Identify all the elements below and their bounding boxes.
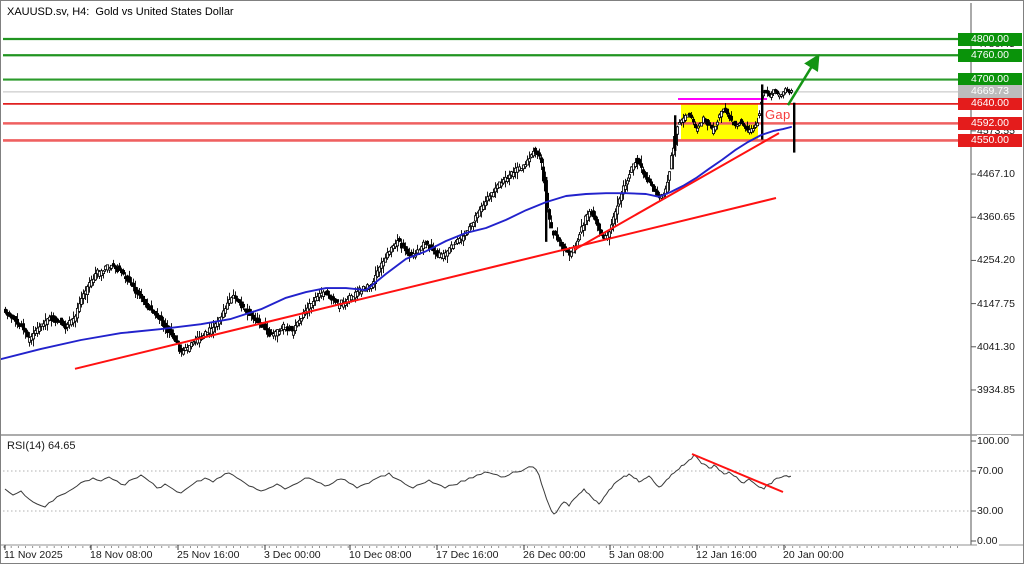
rsi-tick-0.00: 0.00: [977, 535, 1000, 547]
rsi-pane: [3, 453, 971, 515]
rsi-tick-100.00: 100.00: [977, 435, 1012, 447]
current-price-label: 4669.73: [958, 85, 1022, 99]
price-tick-4147.75: 4147.75: [977, 297, 1017, 310]
feature-candles: [545, 84, 796, 242]
trendline-1[interactable]: [74, 197, 777, 370]
time-label: 20 Jan 00:00: [783, 549, 844, 561]
rsi-line: [4, 454, 792, 515]
horizontal-levels[interactable]: [3, 37, 971, 142]
arrow[interactable]: [786, 53, 820, 106]
rsi-indicator-label: RSI(14) 64.65: [7, 440, 76, 452]
time-label: 25 Nov 16:00: [177, 549, 240, 561]
price-level-label-4592.00: 4592.00: [958, 116, 1022, 130]
price-level-label-4700.00: 4700.00: [958, 73, 1022, 87]
price-tick-4360.65: 4360.65: [977, 211, 1017, 224]
gap-annotation-label[interactable]: Gap: [765, 107, 791, 122]
price-tick-4254.20: 4254.20: [977, 254, 1017, 267]
time-label: 3 Dec 00:00: [264, 549, 321, 561]
tall-candle: [793, 102, 796, 153]
price-level-label-4640.00: 4640.00: [958, 97, 1022, 111]
chart-title: XAUUSD.sv, H4: Gold vs United States Dol…: [7, 6, 234, 18]
moving-average[interactable]: [1, 126, 792, 361]
time-label: 17 Dec 16:00: [436, 549, 499, 561]
time-label: 5 Jan 08:00: [609, 549, 664, 561]
time-label: 26 Dec 00:00: [523, 549, 586, 561]
candle-series: [4, 86, 794, 357]
time-label: 12 Jan 16:00: [696, 549, 757, 561]
ma-line[interactable]: [1, 126, 792, 361]
tall-candle: [761, 84, 764, 140]
time-label: 11 Nov 2025: [4, 549, 63, 561]
trendlines[interactable]: [74, 132, 780, 370]
time-label: 18 Nov 08:00: [90, 549, 153, 561]
price-level-label-4550.00: 4550.00: [958, 133, 1022, 147]
rsi-tick-30.00: 30.00: [977, 505, 1006, 517]
time-label: 10 Dec 08:00: [349, 549, 412, 561]
price-level-label-4760.00: 4760.00: [958, 48, 1022, 62]
price-tick-4041.30: 4041.30: [977, 340, 1017, 353]
rsi-tick-70.00: 70.00: [977, 465, 1006, 477]
price-tick-3934.85: 3934.85: [977, 383, 1017, 396]
rsi-trendline[interactable]: [691, 453, 784, 493]
tall-candle: [545, 176, 548, 242]
price-level-label-4800.00: 4800.00: [958, 32, 1022, 46]
tall-candle: [674, 115, 677, 151]
projection-arrow[interactable]: [786, 53, 820, 106]
price-tick-4467.10: 4467.10: [977, 168, 1017, 181]
axes-frame: [1, 3, 1023, 550]
trendline-2[interactable]: [573, 132, 780, 251]
